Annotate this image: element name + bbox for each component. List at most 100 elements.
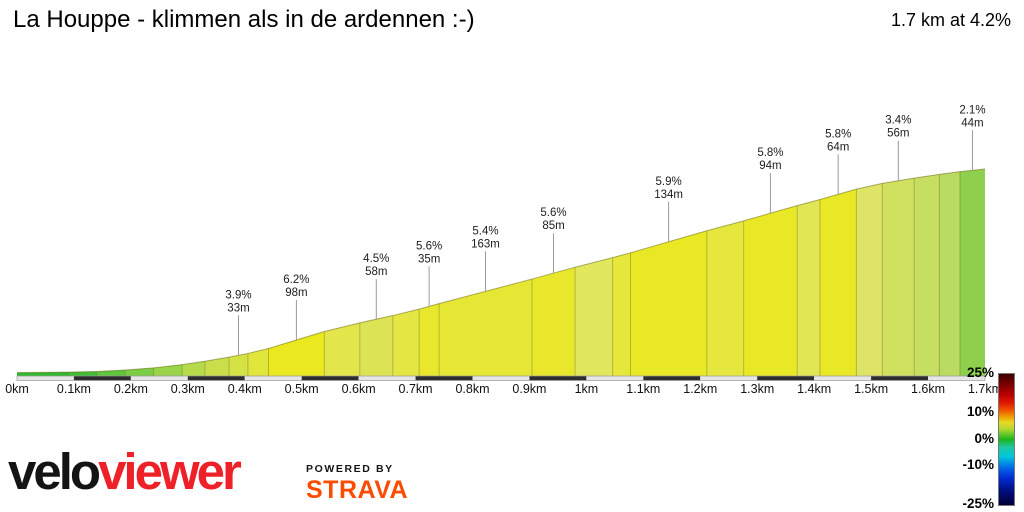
profile-segment: [797, 199, 820, 376]
annotation-length-label: 85m: [542, 220, 564, 232]
x-tick-label: 1.3km: [740, 382, 775, 396]
powered-by-label: POWERED BY: [306, 463, 394, 475]
profile-segment: [743, 205, 798, 376]
profile-segment-top-edge: [939, 171, 960, 175]
profile-segment-top-edge: [575, 257, 613, 268]
profile-segment-top-edge: [882, 177, 915, 184]
profile-segment: [882, 178, 915, 376]
x-tick-label: 1.5km: [854, 382, 889, 396]
x-tick-label: 0.8km: [455, 382, 490, 396]
profile-segment: [359, 315, 393, 376]
legend-tick-label: 25%: [966, 365, 994, 380]
strava-attribution[interactable]: POWERED BY STRAVA: [306, 464, 408, 503]
profile-segment: [914, 174, 940, 376]
annotation-length-label: 33m: [227, 302, 249, 314]
legend-tick-label: 0%: [974, 430, 994, 446]
x-tick-label: 0.9km: [512, 382, 547, 396]
profile-segment: [268, 331, 325, 376]
annotation-gradient-label: 5.4%: [472, 225, 498, 237]
veloviewer-logo-viewer: viewer: [98, 443, 242, 500]
km-stripe: [928, 376, 985, 381]
profile-segment: [324, 322, 360, 376]
x-tick-label: 1.7km: [967, 382, 1002, 396]
profile-segment: [959, 169, 985, 376]
x-tick-label: 1.4km: [797, 382, 832, 396]
x-tick-label: 0km: [5, 382, 29, 396]
annotation-length-label: 58m: [365, 266, 387, 278]
x-tick-label: 0.1km: [56, 382, 91, 396]
profile-segment: [204, 357, 230, 376]
profile-segment: [612, 252, 631, 376]
annotation-length-label: 94m: [759, 160, 781, 172]
profile-segment-top-edge: [182, 360, 205, 366]
x-axis: 0km 0.1km 0.2km 0.3km 0.4km 0.5km 0.6km 0.7km 0.…: [0, 382, 1024, 398]
x-tick-label: 0.4km: [227, 382, 262, 396]
legend-tick-label: -25%: [962, 496, 994, 511]
km-stripe: [871, 376, 929, 381]
annotation-gradient-label: 3.4%: [885, 115, 911, 127]
profile-segment-top-edge: [612, 252, 631, 259]
profile-segment-top-edge: [247, 347, 269, 355]
km-stripe: [700, 376, 758, 381]
km-stripe: [301, 376, 359, 381]
annotation-gradient-label: 4.5%: [363, 253, 389, 265]
profile-segment-top-edge: [914, 173, 940, 179]
x-tick-label: 1km: [574, 382, 599, 396]
profile-segment: [819, 189, 857, 376]
profile-segment: [68, 371, 97, 376]
km-stripe: [73, 376, 131, 381]
x-tick-label: 0.5km: [284, 382, 319, 396]
profile-segment-top-edge: [153, 364, 183, 369]
annotation-gradient-label: 5.6%: [540, 207, 566, 219]
x-tick-label: 0.3km: [170, 382, 205, 396]
annotation-gradient-label: 5.9%: [656, 176, 682, 188]
annotation-length-label: 44m: [961, 117, 983, 129]
km-stripe: [17, 376, 74, 381]
profile-segment: [392, 309, 420, 376]
annotation-gradient-label: 6.2%: [283, 274, 309, 286]
page-title: La Houppe - klimmen als in de ardennen :…: [13, 6, 475, 33]
profile-segment: [439, 279, 532, 376]
legend-tick-label: 10%: [966, 404, 994, 420]
profile-segment-top-edge: [16, 371, 69, 374]
profile-segment: [939, 171, 960, 376]
profile-segment-top-edge: [856, 182, 883, 190]
x-tick-label: 1.6km: [911, 382, 946, 396]
km-stripe: [187, 376, 245, 381]
veloviewer-logo[interactable]: veloviewer: [8, 443, 242, 500]
veloviewer-logo-velo: velo: [8, 443, 101, 500]
climb-summary: 1.7 km at 4.2%: [890, 10, 1011, 30]
profile-segment-top-edge: [96, 369, 126, 372]
profile-segment-top-edge: [68, 370, 97, 373]
profile-segment-top-edge: [324, 322, 360, 333]
annotation-length-label: 163m: [471, 238, 500, 250]
km-stripe: [472, 376, 530, 381]
profile-segment: [419, 303, 440, 376]
annotation-length-label: 56m: [887, 128, 909, 140]
profile-segment: [182, 361, 205, 376]
annotation-gradient-label: 5.8%: [825, 128, 851, 140]
profile-segment: [856, 183, 883, 376]
km-stripe: [244, 376, 302, 381]
profile-segment: [247, 348, 269, 376]
legend-tick-label: -10%: [962, 456, 994, 472]
profile-segment-top-edge: [392, 308, 420, 317]
x-tick-label: 0.7km: [398, 382, 433, 396]
km-stripe: [814, 376, 872, 381]
profile-segment: [531, 267, 576, 376]
profile-segment: [575, 257, 613, 376]
annotation-length-label: 134m: [654, 189, 683, 201]
annotation-gradient-label: 3.9%: [225, 289, 251, 301]
km-stripe: [643, 376, 701, 381]
km-stripe-border: [16, 375, 986, 381]
km-stripe: [415, 376, 473, 381]
km-stripe: [358, 376, 416, 381]
profile-segment-top-edge: [125, 367, 154, 371]
strava-logo: STRAVA: [306, 475, 409, 504]
annotation-gradient-label: 2.1%: [959, 104, 985, 116]
x-tick-label: 0.2km: [113, 382, 148, 396]
km-stripe: [529, 376, 587, 381]
annotation-length-label: 64m: [827, 141, 849, 153]
